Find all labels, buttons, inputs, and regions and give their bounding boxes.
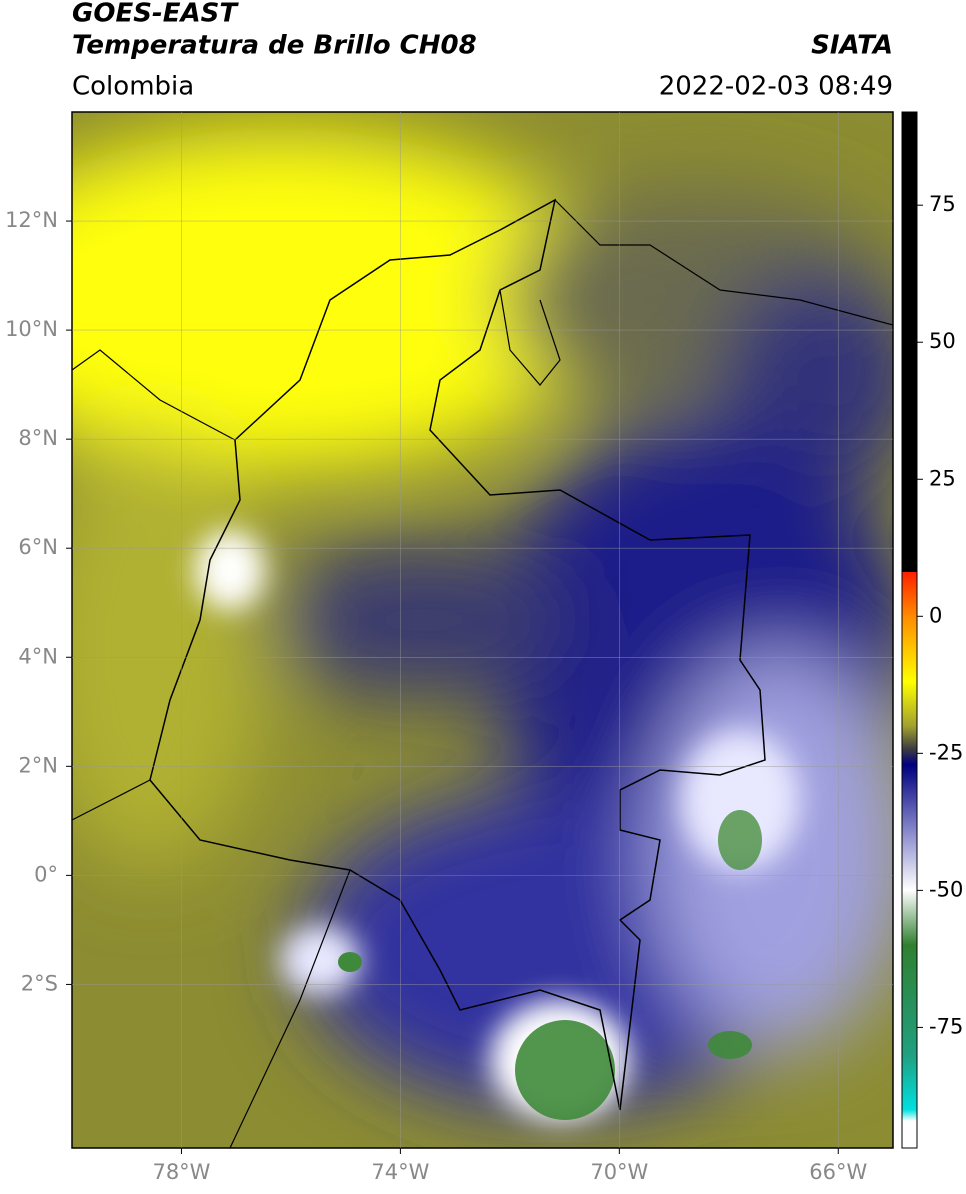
x-tick-label: 74°W bbox=[371, 1160, 429, 1184]
colorbar-tick-label: 75 bbox=[929, 192, 956, 216]
colorbar-tick-label: 25 bbox=[929, 466, 956, 490]
colorbar-tick-label: -75 bbox=[929, 1014, 963, 1038]
colorbar bbox=[901, 111, 918, 1149]
map-frame bbox=[71, 111, 894, 1149]
colorbar-tick-label: 0 bbox=[929, 603, 942, 627]
colorbar-tick-label: -50 bbox=[929, 877, 963, 901]
x-tick-label: 66°W bbox=[809, 1160, 867, 1184]
y-tick-label: 2°S bbox=[21, 971, 58, 995]
y-tick-label: 10°N bbox=[5, 317, 58, 341]
x-tick-label: 78°W bbox=[152, 1160, 210, 1184]
colorbar-tick-label: 50 bbox=[929, 329, 956, 353]
colorbar-tick-label: -25 bbox=[929, 740, 963, 764]
y-tick-label: 4°N bbox=[18, 644, 58, 668]
y-tick-label: 8°N bbox=[18, 426, 58, 450]
y-tick-label: 2°N bbox=[18, 753, 58, 777]
y-tick-label: 12°N bbox=[5, 208, 58, 232]
datetime: 2022-02-03 08:49 bbox=[659, 72, 893, 102]
subtitle: Temperatura de Brillo CH08 bbox=[72, 31, 477, 61]
satellite-image bbox=[72, 112, 893, 1148]
region: Colombia bbox=[72, 72, 194, 102]
source: SIATA bbox=[811, 31, 893, 61]
y-tick-label: 6°N bbox=[18, 535, 58, 559]
x-tick-label: 70°W bbox=[590, 1160, 648, 1184]
y-tick-label: 0° bbox=[34, 862, 58, 886]
title: GOES-EAST bbox=[72, 0, 239, 29]
